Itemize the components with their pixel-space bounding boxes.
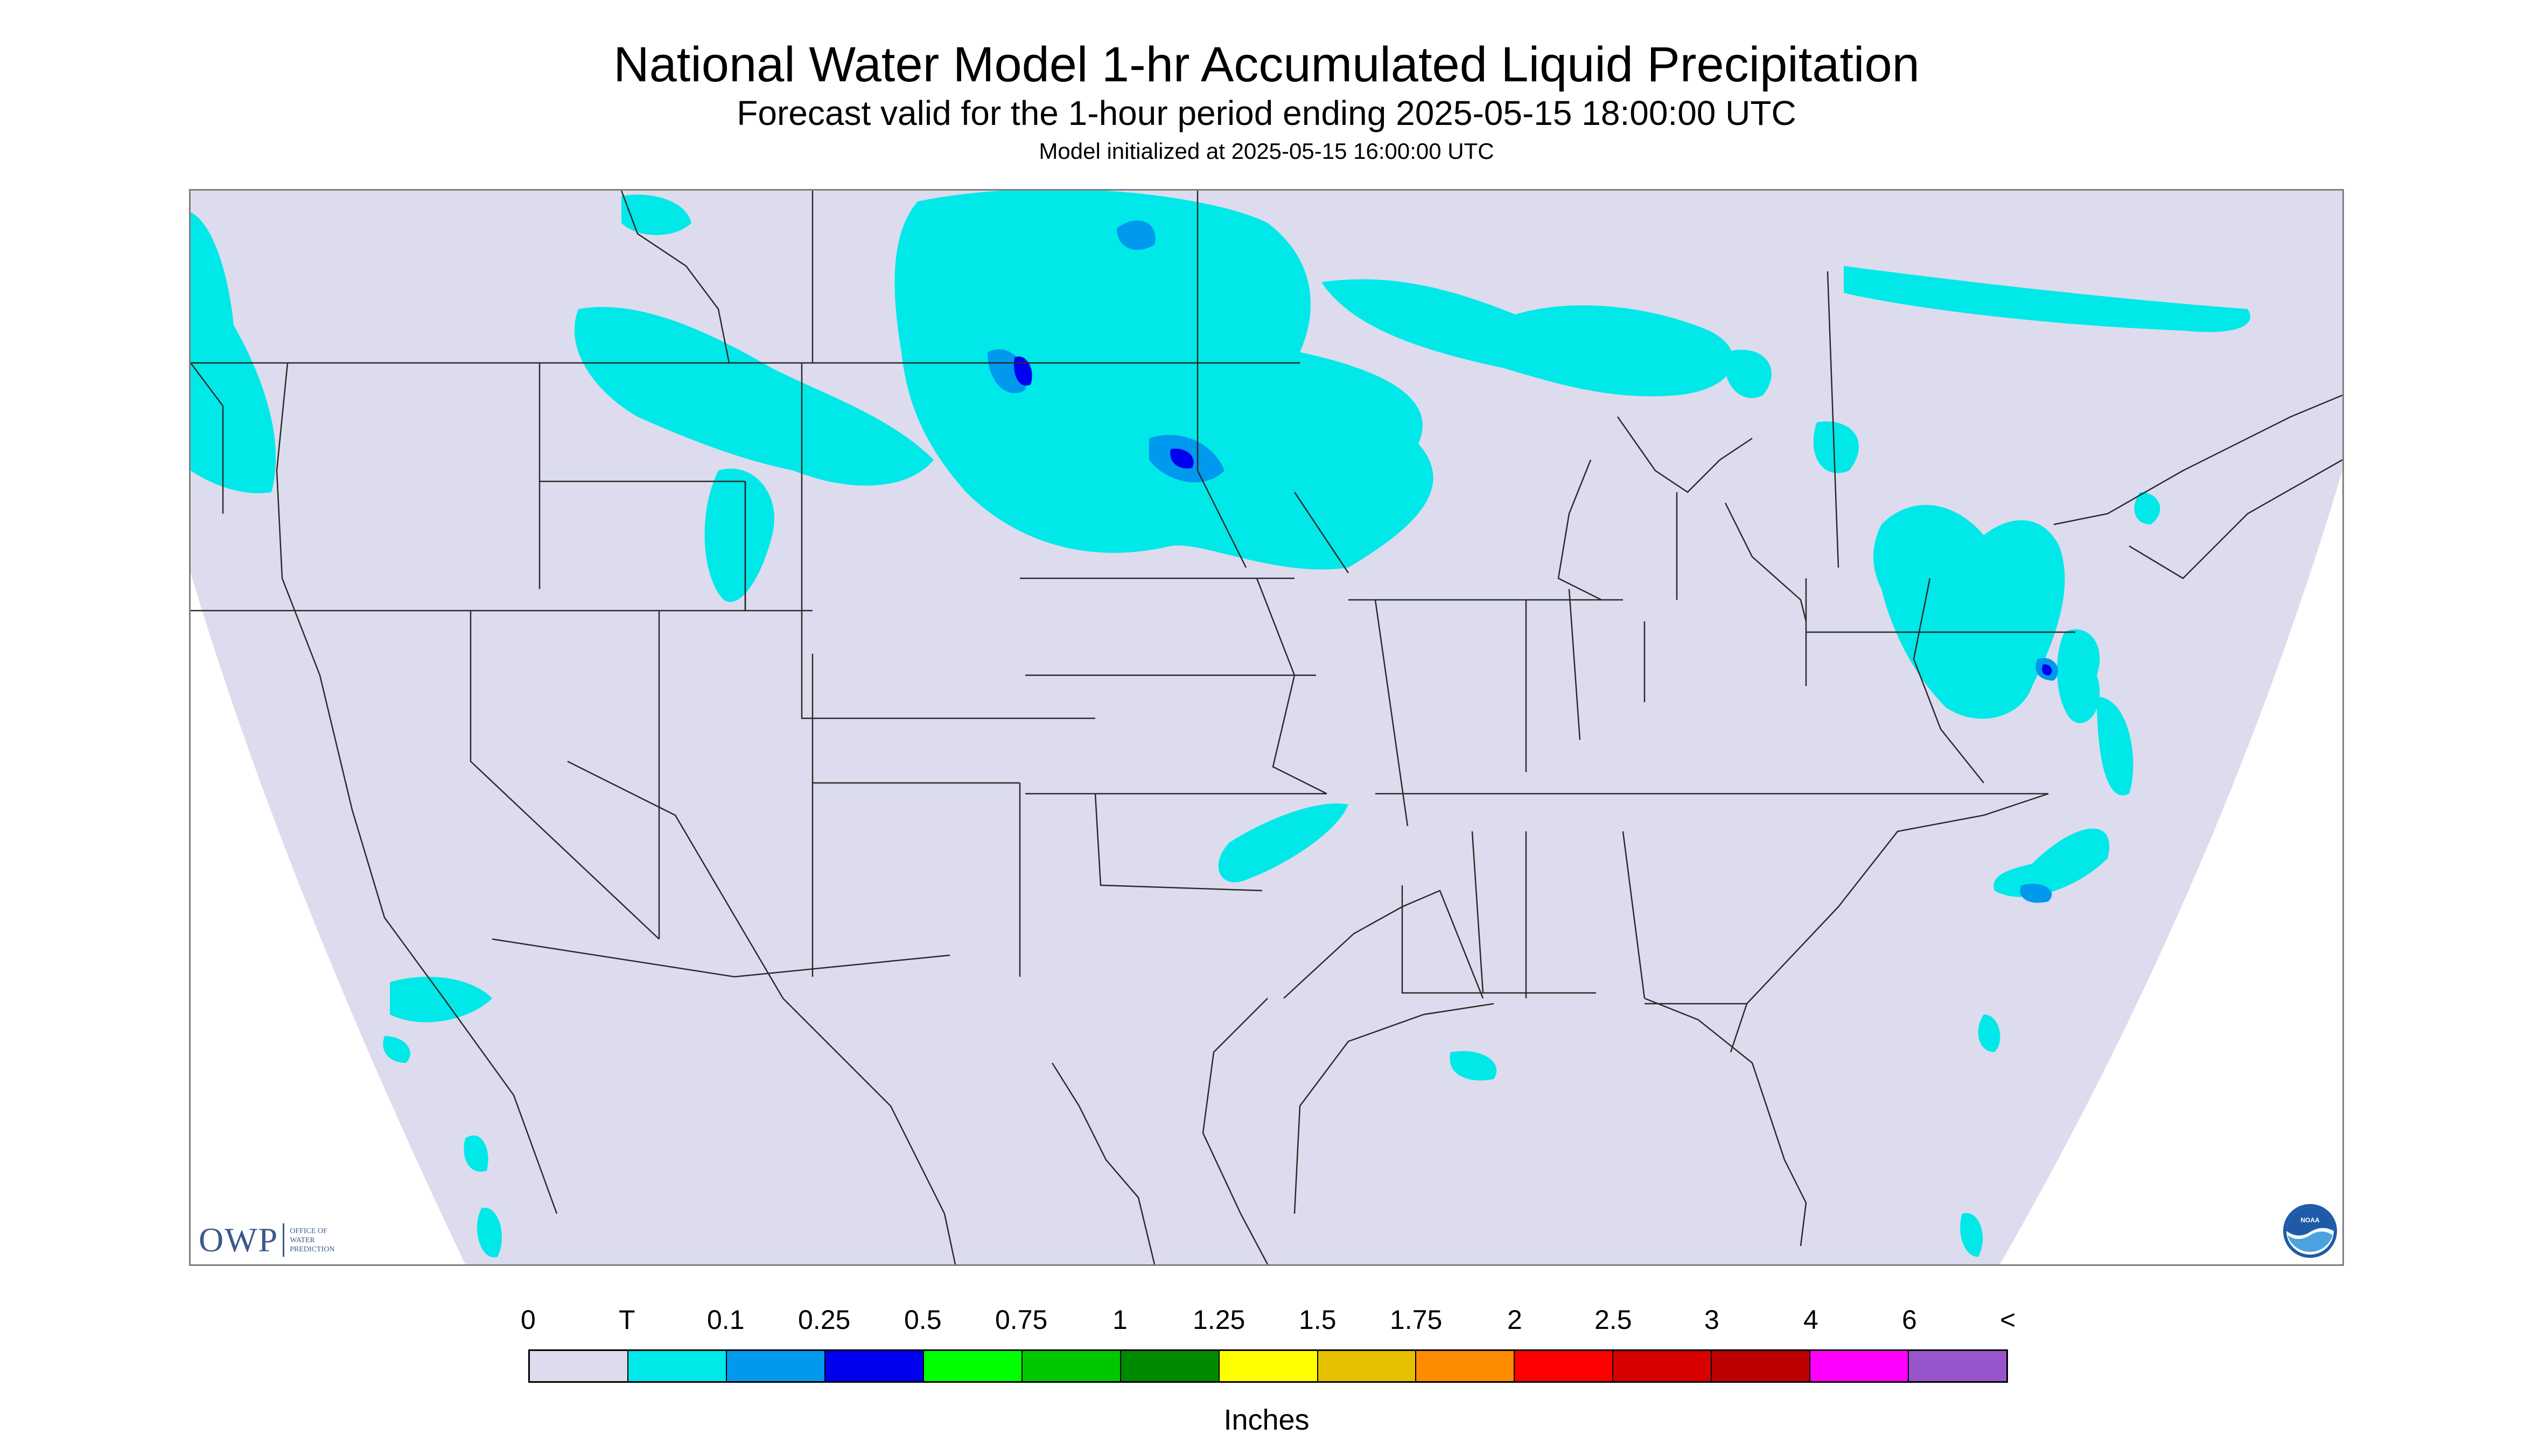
legend-label: 2.5 bbox=[1594, 1305, 1632, 1335]
legend-swatch bbox=[923, 1351, 1023, 1381]
owp-logo: OWP OFFICE OF WATER PREDICTION bbox=[199, 1221, 334, 1259]
legend-label: 4 bbox=[1803, 1305, 1818, 1335]
legend-label: 0.25 bbox=[798, 1305, 851, 1335]
legend-swatch bbox=[1318, 1351, 1417, 1381]
legend-swatch bbox=[530, 1351, 628, 1381]
precipitation-map bbox=[189, 189, 2344, 1266]
legend-colorbar bbox=[528, 1349, 2008, 1383]
legend-swatch bbox=[1219, 1351, 1318, 1381]
legend-swatch bbox=[1022, 1351, 1121, 1381]
state-and-country-boundaries bbox=[191, 191, 2342, 1264]
legend-swatch bbox=[726, 1351, 825, 1381]
owp-logo-subtext: OFFICE OF WATER PREDICTION bbox=[290, 1227, 334, 1254]
legend-label: 0.1 bbox=[707, 1305, 745, 1335]
legend-swatch bbox=[1712, 1351, 1811, 1381]
legend-label: < bbox=[2000, 1305, 2016, 1335]
legend-label: 1.5 bbox=[1299, 1305, 1337, 1335]
legend-label: 0.5 bbox=[904, 1305, 942, 1335]
noaa-logo: NOAA bbox=[2283, 1204, 2337, 1258]
owp-logo-divider bbox=[283, 1223, 285, 1257]
legend-swatch bbox=[825, 1351, 924, 1381]
legend-units: Inches bbox=[1223, 1404, 1310, 1436]
legend-labels: 0 T 0.1 0.25 0.5 0.75 1 1.25 1.5 1.75 2 2.5 3 4 6 < bbox=[0, 1304, 2533, 1336]
legend-label: 1 bbox=[1112, 1305, 1128, 1335]
legend-swatch bbox=[1810, 1351, 1909, 1381]
owp-logo-text: OWP bbox=[199, 1221, 279, 1259]
precip-trace-areas bbox=[191, 191, 2250, 1258]
legend-label: 2 bbox=[1507, 1305, 1522, 1335]
model-init-time: Model initialized at 2025-05-15 16:00:00… bbox=[1039, 138, 1494, 164]
legend-label: 3 bbox=[1704, 1305, 1719, 1335]
owp-logo-line-3: PREDICTION bbox=[290, 1245, 335, 1254]
legend-label: 1.75 bbox=[1390, 1305, 1443, 1335]
svg-text:NOAA: NOAA bbox=[2300, 1216, 2320, 1224]
legend-swatch bbox=[1909, 1351, 2007, 1381]
map-title: National Water Model 1-hr Accumulated Li… bbox=[613, 37, 1920, 92]
model-domain bbox=[191, 191, 2342, 1264]
legend-swatch bbox=[1515, 1351, 1614, 1381]
map-canvas bbox=[191, 191, 2342, 1264]
legend-label: T bbox=[619, 1305, 635, 1335]
legend-swatch bbox=[628, 1351, 727, 1381]
legend-label: 0 bbox=[521, 1305, 536, 1335]
owp-logo-line-1: OFFICE OF bbox=[290, 1227, 327, 1235]
legend-label: 0.75 bbox=[995, 1305, 1048, 1335]
legend-swatch bbox=[1416, 1351, 1515, 1381]
precip-moderate-areas bbox=[1014, 356, 2052, 676]
legend-swatch bbox=[1121, 1351, 1220, 1381]
legend-label: 1.25 bbox=[1193, 1305, 1245, 1335]
legend-swatch bbox=[1613, 1351, 1712, 1381]
map-subtitle: Forecast valid for the 1-hour period end… bbox=[737, 94, 1796, 132]
legend-label: 6 bbox=[1902, 1305, 1917, 1335]
owp-logo-line-2: WATER bbox=[290, 1236, 315, 1244]
